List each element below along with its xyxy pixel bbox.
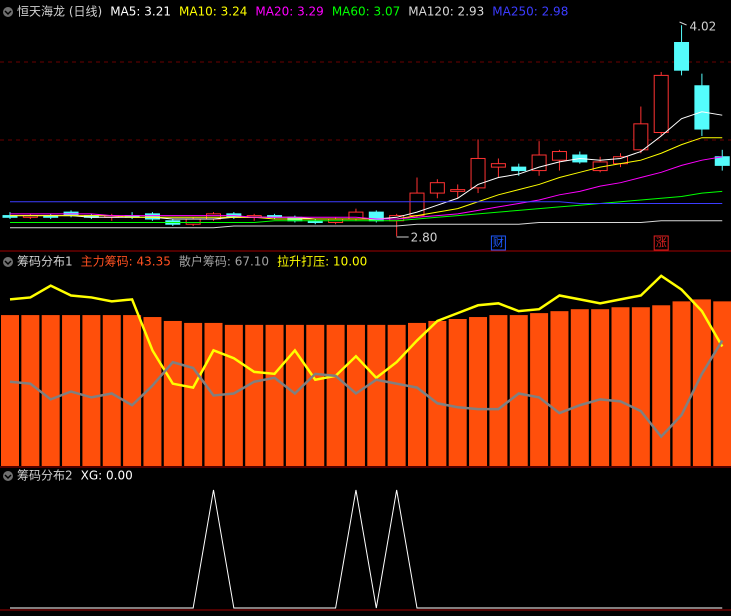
candle-body (490, 163, 506, 168)
legend-entry: MA120: 2.93 (408, 5, 484, 19)
bar (408, 322, 426, 466)
legend-entry: MA10: 3.24 (179, 5, 247, 19)
menu-icon (3, 257, 13, 267)
line-series (10, 201, 723, 204)
legend-entry: 拉升打压: 10.00 (277, 254, 367, 269)
bar (306, 324, 325, 466)
menu-icon-arrow (4, 10, 12, 16)
bar (102, 315, 121, 466)
bar (489, 315, 508, 466)
bar (387, 324, 406, 466)
bar (530, 313, 549, 466)
line-series (10, 489, 723, 609)
legend-entry: MA60: 3.07 (332, 5, 400, 19)
bar (326, 324, 345, 466)
panel-title: 筹码分布2 (17, 469, 73, 483)
bar (611, 307, 630, 466)
candle-body (470, 157, 486, 189)
bar (245, 324, 264, 466)
candle-body (674, 42, 690, 71)
bar (469, 317, 488, 466)
badge-box (653, 235, 669, 251)
bar (41, 315, 60, 466)
bar (367, 324, 386, 466)
bar (591, 309, 610, 466)
candle-body (429, 182, 445, 194)
line-series (10, 137, 723, 220)
bar (143, 317, 162, 466)
menu-icon (3, 7, 13, 17)
menu-icon-arrow (4, 474, 12, 480)
menu-icon-arrow (4, 260, 12, 266)
candle-body (511, 166, 527, 172)
bar (448, 319, 467, 466)
bar (570, 309, 589, 466)
panel-title: 筹码分布1 (17, 255, 73, 269)
line-series (9, 274, 724, 390)
bar (692, 299, 711, 466)
bar (21, 315, 40, 466)
bar (346, 324, 365, 466)
annotation: 4.02 (690, 20, 717, 34)
candle-body (551, 151, 567, 161)
bar (1, 315, 19, 466)
candle-body (633, 123, 649, 151)
badge-box (490, 235, 506, 251)
bar (82, 315, 101, 466)
bar (123, 315, 142, 466)
bar (672, 301, 691, 466)
candle-body (450, 189, 466, 192)
bar (224, 324, 243, 466)
candle-body (653, 74, 669, 133)
annotation: 2.80 (411, 231, 438, 245)
candle-body (144, 213, 160, 220)
line-series (10, 156, 723, 220)
legend-entry: XG: 0.00 (81, 469, 133, 483)
candle-body (531, 154, 547, 172)
bar (428, 320, 447, 466)
menu-icon (3, 471, 13, 481)
bar (652, 305, 671, 466)
legend-entry: 散户筹码: 67.10 (179, 254, 269, 269)
bar (631, 307, 650, 466)
panel-title: 恒天海龙 (日线) (17, 4, 102, 19)
legend-entry: MA20: 3.29 (255, 5, 323, 19)
candle-body (694, 85, 710, 130)
annotation-pointer (679, 21, 687, 26)
bar (509, 315, 528, 466)
bar (265, 324, 284, 466)
line-series (9, 339, 724, 439)
legend-entry: 主力筹码: 43.35 (81, 255, 171, 269)
candle-body (185, 218, 201, 225)
bar (713, 301, 731, 466)
legend-entry: MA5: 3.21 (110, 5, 171, 19)
bar (184, 322, 203, 466)
bar (285, 324, 304, 466)
badge: 财 (493, 235, 504, 249)
bar (163, 320, 182, 466)
legend-entry: MA250: 2.98 (492, 5, 568, 19)
bar (550, 311, 569, 466)
line-series (10, 220, 723, 229)
badge: 涨 (656, 236, 667, 249)
